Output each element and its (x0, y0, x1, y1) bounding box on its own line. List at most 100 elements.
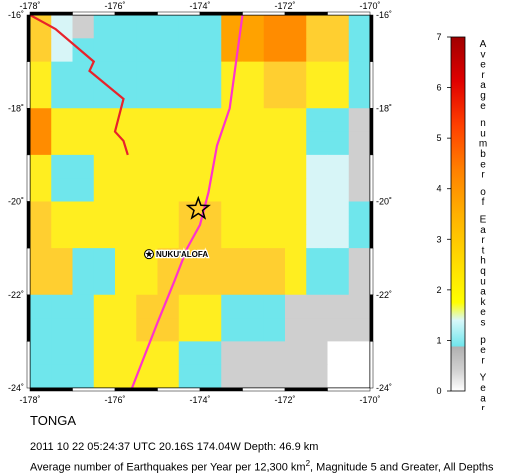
heatmap-cell (327, 364, 350, 388)
heatmap-cell (30, 108, 52, 133)
colorbar (450, 36, 466, 392)
colorbar-title-letter: p (480, 335, 486, 346)
heatmap-cell (348, 294, 370, 319)
heatmap-cell (157, 38, 180, 63)
heatmap-cell (93, 84, 116, 109)
heatmap-cell (93, 61, 116, 86)
heatmap-cell (178, 201, 201, 226)
trench-line (130, 15, 244, 388)
frame-band (369, 14, 374, 62)
colorbar-title-letter: v (481, 49, 486, 60)
heatmap-cell (115, 61, 137, 86)
heatmap-cell (200, 108, 222, 133)
lon-tick-label: -174˚ (189, 1, 210, 11)
heatmap-cell (327, 131, 350, 156)
heatmap-cell (285, 84, 307, 109)
heatmap-cell (242, 61, 265, 86)
heatmap-cell (242, 38, 265, 63)
heatmap-cell (136, 294, 158, 319)
heatmap-cell (263, 131, 286, 156)
heatmap-cell (136, 201, 158, 226)
heatmap-cell (263, 15, 286, 39)
heatmap-cell (157, 364, 180, 388)
heatmap-cell (327, 178, 350, 202)
heatmap-cell (285, 318, 307, 342)
heatmap-cell (263, 108, 286, 133)
heatmap-cell (200, 15, 222, 39)
heatmap-cell (136, 271, 158, 296)
colorbar-title-letter: t (482, 245, 485, 256)
heatmap-cell (115, 178, 137, 202)
heatmap-cell (285, 271, 307, 296)
heatmap-cell (306, 341, 328, 366)
heatmap-cell (136, 15, 158, 39)
heatmap-cell (93, 154, 116, 179)
colorbar-title-letter: r (481, 355, 485, 366)
colorbar-title-letter: g (480, 91, 486, 102)
frame-band (369, 201, 374, 249)
heatmap-cell (178, 294, 201, 319)
frame-band (72, 387, 116, 392)
heatmap-cell (327, 15, 350, 39)
colorbar-title-letter: a (480, 287, 486, 298)
heatmap-cell (51, 388, 73, 410)
heatmap-cell (51, 154, 73, 179)
heatmap-cell (242, 318, 265, 342)
colorbar-title-letter: e (480, 345, 486, 356)
heatmap-cell (178, 38, 201, 63)
heatmap-cell (72, 154, 95, 179)
colorbar-title-letter: e (480, 383, 486, 394)
heatmap-cell (51, 178, 73, 202)
heatmap-cell (327, 108, 350, 133)
lon-tick-label: -174˚ (189, 395, 210, 405)
heatmap-cell (178, 61, 201, 86)
colorbar-tick-label: 7 (436, 32, 441, 42)
heatmap-cell (200, 248, 222, 272)
heatmap-cell (30, 38, 52, 63)
lat-tick-label: -24˚ (8, 383, 24, 393)
colorbar-title-letter: h (480, 256, 486, 267)
colorbar-title-letter: b (480, 149, 486, 160)
heatmap-cell (72, 224, 95, 249)
heatmap-cell (136, 131, 158, 156)
lon-tick-label: -170˚ (359, 1, 380, 11)
heatmap-cell (51, 15, 73, 39)
heatmap-cell (221, 364, 243, 388)
heatmap-cell (93, 271, 116, 296)
heatmap-cell (263, 178, 286, 202)
frame-band (26, 341, 31, 389)
heatmap-cell (306, 178, 328, 202)
heatmap-cell (30, 294, 52, 319)
heatmap-cell (93, 318, 116, 342)
heatmap-cell (51, 108, 73, 133)
heatmap-cell (285, 38, 307, 63)
colorbar-tick-label: 2 (436, 285, 441, 295)
colorbar-title-letter: Y (480, 373, 487, 384)
lat-tick-label: -18˚ (376, 103, 392, 113)
heatmap-cell (370, 341, 392, 365)
colorbar-tick-label: 1 (436, 335, 441, 345)
frame-band (29, 11, 73, 16)
lat-tick-label: -16˚ (8, 10, 24, 20)
heatmap-cell (285, 248, 307, 272)
heatmap-cell (348, 154, 370, 179)
heatmap-cell (178, 178, 201, 202)
heatmap-cell (136, 154, 158, 179)
frame-band (369, 294, 374, 342)
frame-band (199, 11, 243, 16)
heatmap-cell (157, 84, 180, 109)
heatmap-cell (115, 38, 137, 63)
frame-band (26, 294, 31, 342)
colorbar-title-letter: r (481, 235, 485, 246)
heatmap-cell (93, 294, 116, 319)
heatmap-cell (93, 364, 116, 388)
heatmap-cell (157, 294, 180, 319)
heatmap-cell (200, 178, 222, 202)
lon-tick-label: -178˚ (19, 1, 40, 11)
lat-tick-label: -20˚ (376, 197, 392, 207)
heatmap-cell (285, 201, 307, 226)
heatmap-cell (306, 294, 328, 319)
heatmap-cell (263, 248, 286, 272)
colorbar-title-letter: e (480, 101, 486, 112)
heatmap-cell (157, 224, 180, 249)
